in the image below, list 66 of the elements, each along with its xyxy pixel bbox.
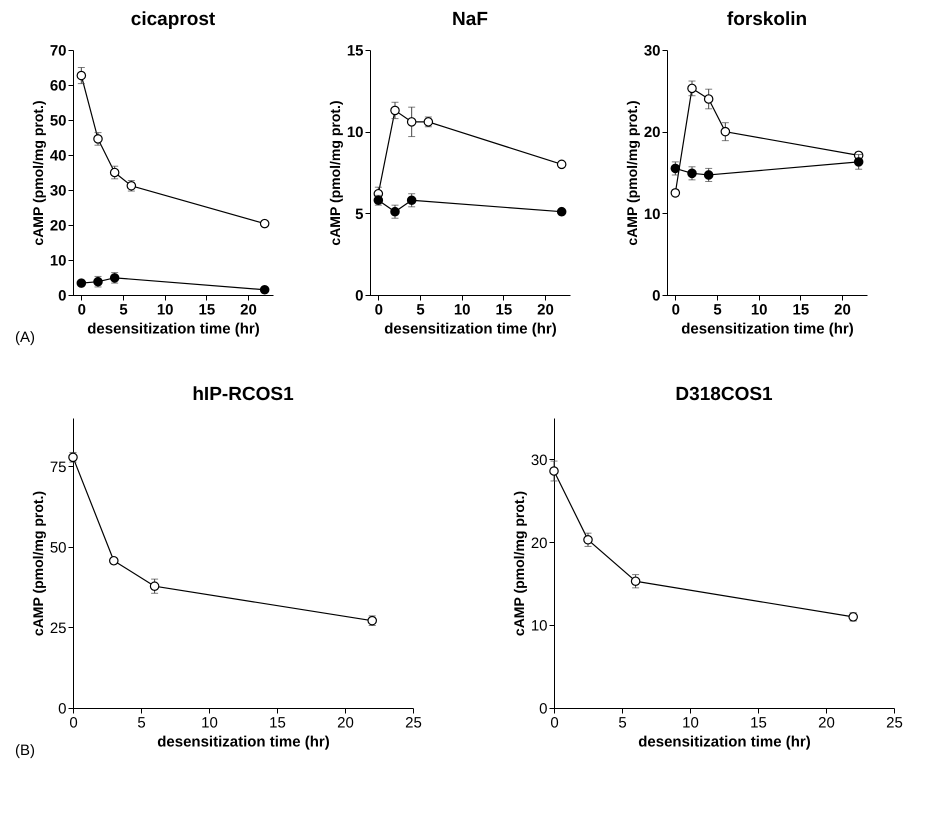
x-tick-label: 20 — [818, 714, 835, 732]
y-tick-label: 0 — [355, 288, 364, 304]
x-tick-label: 20 — [240, 302, 257, 318]
x-tick-label: 25 — [405, 714, 422, 732]
y-tick-label: 5 — [355, 206, 364, 223]
y-tick-label: 0 — [58, 288, 66, 304]
x-tick-label: 0 — [672, 302, 680, 318]
x-tick-label: 5 — [618, 714, 627, 732]
x-tick-label: 0 — [69, 714, 78, 732]
chart-title: D318COS1 — [675, 384, 774, 405]
x-tick-label: 25 — [886, 714, 903, 732]
y-tick-label: 20 — [644, 124, 660, 142]
x-tick-label: 15 — [792, 302, 810, 318]
y-tick-label: 25 — [50, 620, 66, 637]
y-tick-label: 60 — [50, 78, 66, 94]
x-tick-label: 5 — [416, 302, 425, 318]
chart-title: hIP-RCOS1 — [192, 384, 294, 405]
y-tick-label: 75 — [50, 458, 66, 476]
x-axis-title: desensitization time (hr) — [681, 320, 854, 338]
x-axis-title: desensitization time (hr) — [384, 320, 557, 338]
y-tick-label: 0 — [652, 288, 660, 304]
y-tick-label: 30 — [644, 42, 660, 60]
y-tick-label: 20 — [50, 218, 66, 234]
y-tick-label: 50 — [50, 112, 66, 130]
y-tick-label: 10 — [644, 206, 660, 223]
x-tick-label: 15 — [269, 714, 286, 732]
x-tick-label: 0 — [550, 714, 559, 732]
x-tick-label: 15 — [495, 302, 512, 318]
y-tick-label: 50 — [50, 539, 66, 556]
x-tick-label: 5 — [137, 714, 146, 732]
y-axis-title: cAMP (pmol/mg prot.) — [30, 490, 46, 636]
chart-title: forskolin — [726, 9, 808, 30]
x-tick-label: 5 — [713, 302, 722, 318]
x-tick-label: 15 — [750, 714, 767, 732]
x-tick-label: 10 — [201, 714, 218, 732]
y-tick-label: 30 — [530, 452, 548, 469]
y-axis-title: cAMP (pmol/mg prot.) — [30, 100, 46, 246]
x-tick-label: 15 — [198, 302, 216, 318]
y-tick-label: 70 — [50, 42, 66, 60]
x-tick-label: 10 — [454, 302, 471, 318]
y-tick-label: 0 — [58, 700, 66, 718]
y-tick-label: 0 — [539, 700, 548, 718]
y-tick-label: 10 — [50, 252, 66, 270]
x-axis-title: desensitization time (hr) — [157, 734, 330, 750]
y-axis-title: cAMP (pmol/mg prot.) — [326, 100, 343, 246]
y-tick-label: 20 — [530, 534, 548, 552]
x-axis-title: desensitization time (hr) — [638, 734, 811, 750]
y-tick-label: 30 — [50, 182, 66, 200]
chart-title: NaF — [452, 9, 488, 30]
x-tick-label: 10 — [156, 302, 174, 318]
text: (B) — [15, 742, 35, 759]
y-tick-label: 40 — [50, 148, 66, 164]
x-tick-label: 10 — [750, 302, 768, 318]
text: (A) — [15, 329, 35, 346]
y-axis-title: cAMP (pmol/mg prot.) — [510, 490, 527, 636]
chart-title: cicaprost — [130, 9, 216, 30]
x-tick-label: 20 — [834, 302, 851, 318]
x-tick-label: 0 — [374, 302, 384, 318]
x-tick-label: 10 — [682, 714, 699, 732]
x-tick-label: 0 — [78, 302, 86, 318]
x-tick-label: 5 — [119, 302, 128, 318]
y-tick-label: 10 — [530, 618, 548, 635]
y-tick-label: 10 — [346, 124, 364, 142]
y-tick-label: 15 — [346, 42, 364, 60]
x-axis-title: desensitization time (hr) — [87, 320, 260, 338]
y-axis-title: cAMP (pmol/mg prot.) — [624, 100, 640, 246]
